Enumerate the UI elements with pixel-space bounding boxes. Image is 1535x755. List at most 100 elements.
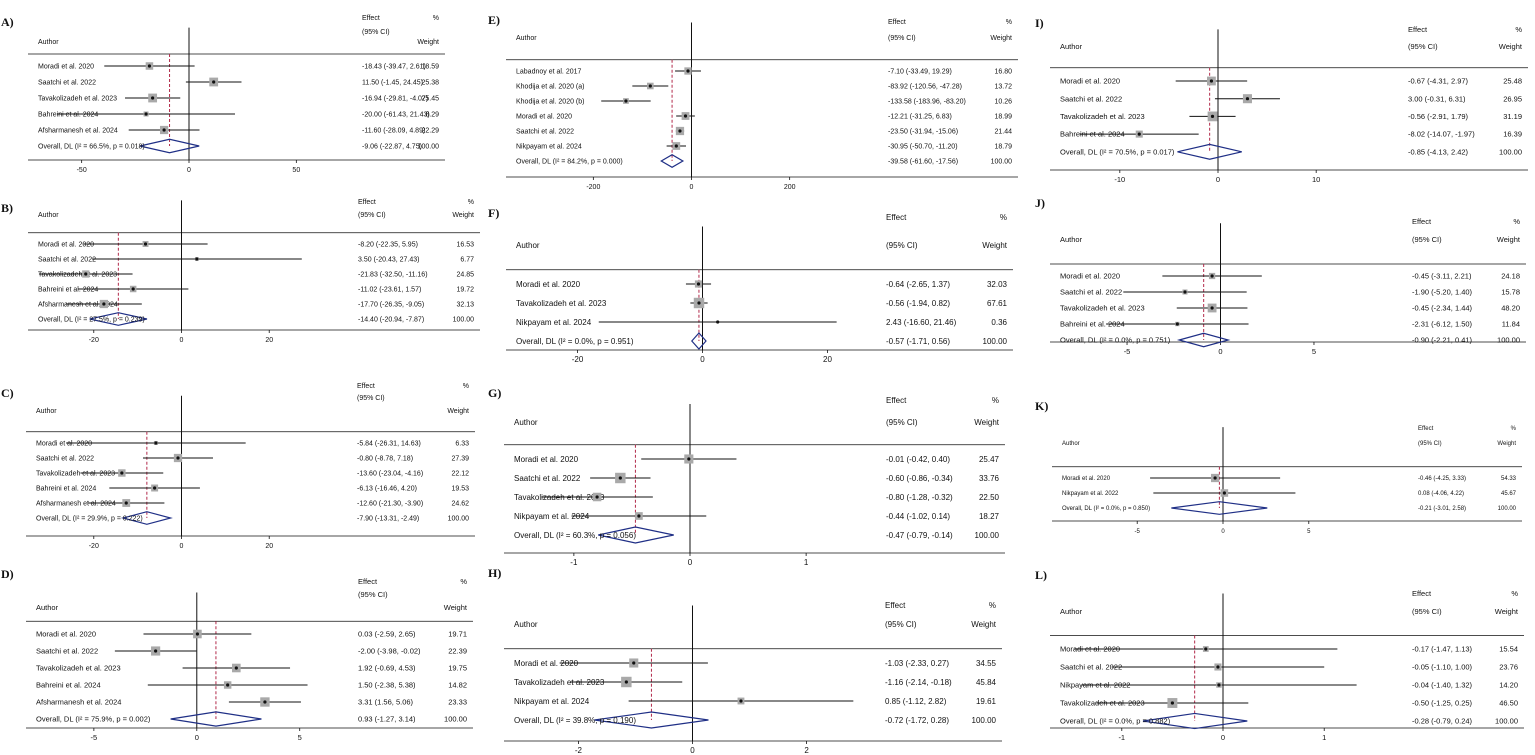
x-tick-label: 0 bbox=[690, 184, 694, 191]
study-label: Moradi et al. 2020 bbox=[516, 113, 572, 120]
x-tick-label: -5 bbox=[91, 733, 98, 742]
panel-label: C) bbox=[1, 386, 14, 400]
study-weight: 6.77 bbox=[460, 256, 474, 263]
study-label: Afsharmanesh et al. 2024 bbox=[36, 698, 121, 707]
study-point bbox=[263, 700, 267, 704]
study-weight: 15.78 bbox=[1501, 288, 1520, 297]
study-effect-ci: 3.50 (-20.43, 27.43) bbox=[358, 256, 420, 263]
study-effect-ci: 2.43 (-16.60, 21.46) bbox=[886, 318, 957, 327]
study-label: Moradi et al. 2020 bbox=[514, 659, 579, 668]
header-effect: Effect bbox=[1412, 589, 1432, 598]
study-label: Moradi et al. 2020 bbox=[1060, 272, 1120, 281]
study-label: Bahreini et al. 2024 bbox=[38, 111, 98, 118]
panel-label: D) bbox=[1, 567, 14, 581]
overall-label: Overall, DL (I² = 66.5%, p = 0.018) bbox=[38, 143, 145, 150]
header-weight: Weight bbox=[1497, 441, 1516, 447]
study-weight: 0.36 bbox=[991, 318, 1007, 327]
study-weight: 48.20 bbox=[1501, 304, 1520, 313]
overall-effect-ci: -0.72 (-1.72, 0.28) bbox=[885, 716, 949, 725]
study-point bbox=[739, 699, 743, 703]
overall-effect-ci: -7.90 (-13.31, -2.49) bbox=[357, 515, 419, 522]
header-effect: Effect bbox=[885, 601, 906, 610]
study-weight: 46.50 bbox=[1499, 699, 1518, 708]
study-label: Saatchi et al. 2022 bbox=[514, 474, 581, 483]
header-percent: % bbox=[1511, 589, 1518, 598]
study-point bbox=[632, 661, 636, 665]
study-point bbox=[696, 282, 701, 286]
header-percent: % bbox=[1513, 217, 1520, 226]
header-effect: Effect bbox=[886, 396, 907, 405]
overall-weight: 100.00 bbox=[444, 715, 467, 724]
overall-label: Overall, DL (I² = 29.9%, p = 0.222) bbox=[36, 515, 143, 522]
study-weight: 25.38 bbox=[421, 79, 439, 86]
study-point bbox=[195, 257, 199, 261]
x-tick-label: 0 bbox=[187, 167, 191, 174]
study-label: Tavakolizadeh et al. 2023 bbox=[38, 271, 117, 278]
study-effect-ci: -0.45 (-3.11, 2.21) bbox=[1412, 272, 1472, 281]
panel-label: A) bbox=[1, 15, 14, 29]
study-weight: 25.45 bbox=[421, 95, 439, 102]
study-effect-ci: -0.44 (-1.02, 0.14) bbox=[886, 512, 950, 521]
header-ci: (95% CI) bbox=[1408, 42, 1438, 51]
overall-label: Overall, DL (I² = 75.9%, p = 0.002) bbox=[36, 715, 151, 724]
study-label: Saatchi et al. 2022 bbox=[1060, 94, 1122, 103]
study-label: Saatchi et al. 2022 bbox=[36, 455, 94, 462]
study-point bbox=[683, 114, 688, 118]
header-ci: (95% CI) bbox=[362, 29, 390, 36]
study-effect-ci: -0.80 (-1.28, -0.32) bbox=[886, 493, 953, 502]
study-weight: 45.67 bbox=[1501, 491, 1517, 497]
x-tick-label: -5 bbox=[1135, 529, 1141, 535]
study-point bbox=[226, 683, 230, 687]
overall-label: Overall, DL (I² = 60.3%, p = 0.056) bbox=[514, 531, 636, 540]
study-weight: 16.53 bbox=[456, 241, 474, 248]
overall-weight: 100.00 bbox=[453, 316, 475, 323]
study-point bbox=[195, 632, 200, 636]
header-weight: Weight bbox=[974, 418, 1000, 427]
overall-diamond bbox=[1176, 332, 1231, 348]
x-tick-label: -200 bbox=[586, 184, 600, 191]
panel-label: F) bbox=[488, 206, 499, 220]
study-effect-ci: -21.83 (-32.50, -11.16) bbox=[358, 271, 428, 278]
x-tick-label: 1 bbox=[1322, 733, 1326, 742]
study-label: Bahreini et al. 2024 bbox=[36, 485, 96, 492]
study-point bbox=[678, 129, 682, 133]
study-label: Saatchi et al. 2022 bbox=[36, 647, 98, 656]
study-point bbox=[1217, 683, 1221, 687]
study-point bbox=[637, 514, 641, 518]
overall-label: Overall, DL (I² = 0.0%, p = 0.751) bbox=[1060, 336, 1171, 345]
x-tick-label: 20 bbox=[265, 543, 273, 550]
header-weight: Weight bbox=[1497, 235, 1521, 244]
header-percent: % bbox=[468, 199, 474, 206]
header-author: Author bbox=[36, 408, 57, 415]
study-label: Saatchi et al. 2022 bbox=[38, 256, 96, 263]
study-point bbox=[595, 495, 599, 499]
study-effect-ci: -0.60 (-0.86, -0.34) bbox=[886, 474, 953, 483]
study-weight: 33.76 bbox=[979, 474, 1000, 483]
study-effect-ci: -11.60 (-28.09, 4.89) bbox=[362, 127, 425, 134]
overall-effect-ci: -0.90 (-2.21, 0.41) bbox=[1412, 336, 1473, 345]
x-tick-label: -1 bbox=[1118, 733, 1125, 742]
x-tick-label: 0 bbox=[700, 355, 705, 364]
x-tick-label: 5 bbox=[1307, 529, 1311, 535]
x-tick-label: -50 bbox=[77, 167, 87, 174]
panel-label: B) bbox=[1, 201, 13, 215]
header-effect: Effect bbox=[358, 577, 378, 586]
study-label: Tavakolizadeh et al. 2023 bbox=[514, 678, 605, 687]
header-weight: Weight bbox=[1495, 607, 1519, 616]
overall-effect-ci: -9.06 (-22.87, 4.75) bbox=[362, 143, 422, 150]
study-point bbox=[212, 80, 216, 84]
study-weight: 23.33 bbox=[448, 698, 467, 707]
study-weight: 25.48 bbox=[1503, 77, 1522, 86]
overall-effect-ci: -0.57 (-1.71, 0.56) bbox=[886, 337, 950, 346]
study-weight: 8.29 bbox=[425, 111, 439, 118]
x-tick-label: 0 bbox=[195, 733, 199, 742]
header-percent: % bbox=[1000, 213, 1007, 222]
forest-panel-k: K) Effect % Author (95% CI) Weight -5 0 5 Moradi … bbox=[1035, 399, 1522, 535]
study-label: Moradi et al. 2020 bbox=[36, 630, 96, 639]
header-effect: Effect bbox=[1418, 426, 1434, 432]
study-label: Bahreini et al. 2024 bbox=[38, 286, 98, 293]
study-effect-ci: -133.58 (-183.96, -83.20) bbox=[888, 98, 966, 105]
study-effect-ci: -7.10 (-33.49, 19.29) bbox=[888, 68, 952, 75]
x-tick-label: -20 bbox=[572, 355, 584, 364]
study-weight: 11.84 bbox=[1502, 320, 1520, 329]
